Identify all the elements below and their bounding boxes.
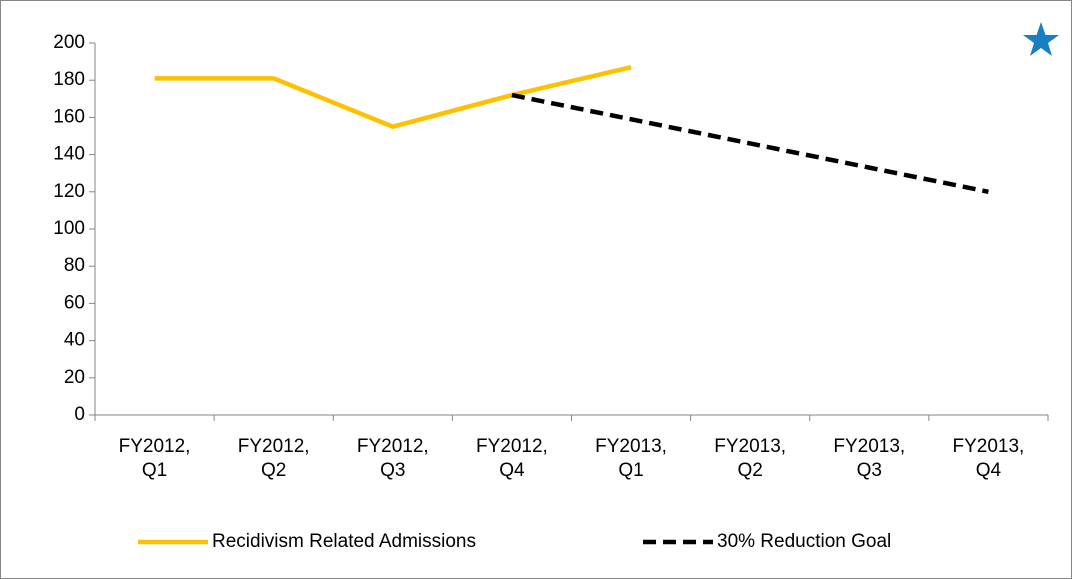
y-tick-label: 180 xyxy=(53,69,85,90)
x-tick-label: FY2013, Q1 xyxy=(595,436,667,481)
x-tick-label: FY2012, Q4 xyxy=(476,436,548,481)
y-tick-label: 120 xyxy=(53,181,85,202)
y-tick-label: 160 xyxy=(53,106,85,127)
x-tick-label: FY2012, Q2 xyxy=(237,436,310,481)
series-line xyxy=(511,92,989,195)
legend-label: Recidivism Related Admissions xyxy=(212,531,476,552)
x-tick-label: FY2013, Q3 xyxy=(833,436,906,481)
y-tick-label: 0 xyxy=(74,404,85,425)
y-tick-label: 140 xyxy=(53,144,85,165)
y-tick-label: 60 xyxy=(64,292,85,313)
star-icon xyxy=(1023,22,1059,56)
x-tick-label: FY2013, Q4 xyxy=(952,436,1025,481)
x-tick-label: FY2012, Q1 xyxy=(118,436,191,481)
x-tick-label: FY2012, Q3 xyxy=(356,436,429,481)
x-tick-label: FY2013, Q2 xyxy=(714,436,787,481)
legend-label: 30% Reduction Goal xyxy=(717,531,891,552)
y-tick-label: 40 xyxy=(64,330,85,351)
y-tick-label: 100 xyxy=(53,218,85,239)
y-tick-label: 200 xyxy=(53,32,85,53)
y-tick-label: 80 xyxy=(64,255,85,276)
series-line xyxy=(154,64,632,130)
y-tick-label: 20 xyxy=(64,367,85,388)
